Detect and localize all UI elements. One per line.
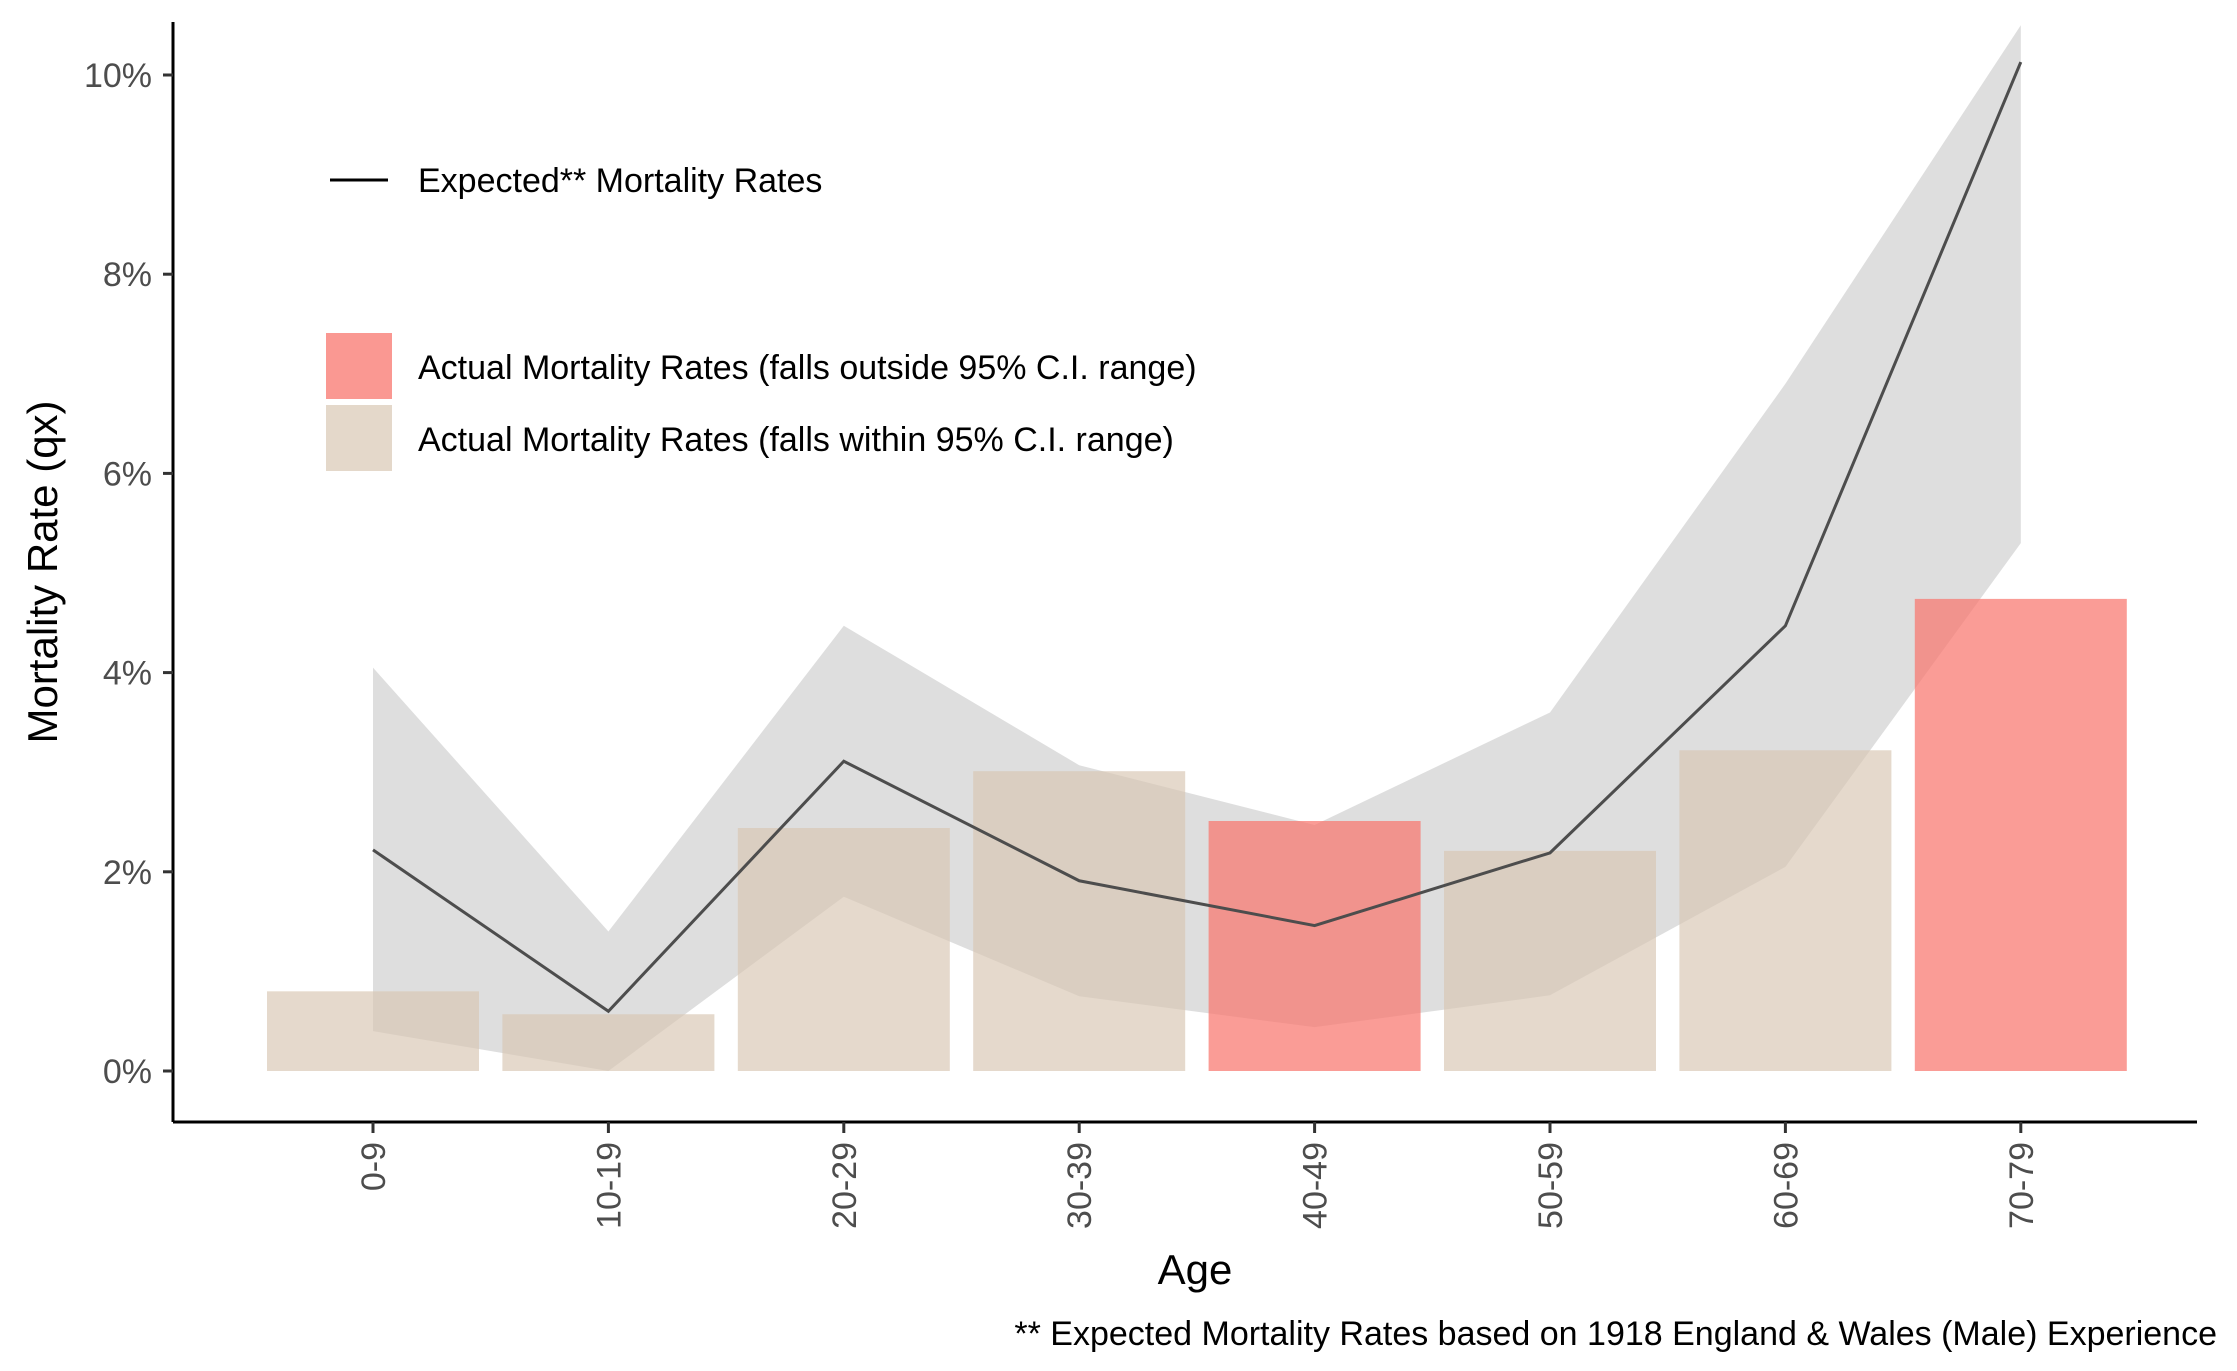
x-tick-label-0-9: 0-9 xyxy=(355,1142,393,1191)
y-ticks: 0% 2% 4% 6% 8% 10% xyxy=(84,57,173,1091)
ci-ribbon xyxy=(373,25,2021,1072)
bar-0-9 xyxy=(267,991,479,1071)
bar-50-59 xyxy=(1444,850,1656,1071)
bar-70-79 xyxy=(1914,598,2127,1071)
legend-key-within xyxy=(326,405,392,471)
bar-20-29 xyxy=(737,827,950,1071)
legend-label-outside: Actual Mortality Rates (falls outside 95… xyxy=(418,349,1197,387)
expected-line xyxy=(372,61,2023,1014)
y-tick-label-8: 8% xyxy=(103,256,152,294)
x-tick-label-50-59: 50-59 xyxy=(1532,1142,1570,1229)
bars xyxy=(267,598,2127,1071)
bar-10-19 xyxy=(502,1014,715,1071)
bar-60-69 xyxy=(1679,750,1892,1071)
y-tick-label-2: 2% xyxy=(103,854,152,892)
y-tick-label-0: 0% xyxy=(103,1053,152,1091)
x-tick-label-70-79: 70-79 xyxy=(2003,1142,2041,1229)
y-tick-label-6: 6% xyxy=(103,455,152,493)
confidence-interval-ribbon xyxy=(373,25,2021,1072)
x-axis-title: Age xyxy=(1158,1246,1233,1293)
legend-label-within: Actual Mortality Rates (falls within 95%… xyxy=(418,421,1174,459)
legend-key-outside xyxy=(326,333,392,399)
expected-line-group xyxy=(372,61,2023,1014)
x-tick-label-60-69: 60-69 xyxy=(1767,1142,1805,1229)
x-tick-label-10-19: 10-19 xyxy=(590,1142,628,1229)
axes xyxy=(171,22,2197,1124)
x-tick-label-30-39: 30-39 xyxy=(1061,1142,1099,1229)
x-tick-label-40-49: 40-49 xyxy=(1297,1142,1335,1229)
legend-label-expected: Expected** Mortality Rates xyxy=(418,162,822,200)
x-ticks: 0-9 10-19 20-29 30-39 40-49 50-59 60-69 70-79 xyxy=(355,1122,2041,1229)
bar-30-39 xyxy=(973,771,1186,1071)
x-tick-label-20-29: 20-29 xyxy=(826,1142,864,1229)
y-tick-label-4: 4% xyxy=(103,655,152,693)
y-tick-label-10: 10% xyxy=(84,57,152,95)
y-axis-title: Mortality Rate (qx) xyxy=(19,400,66,743)
caption: ** Expected Mortality Rates based on 191… xyxy=(1014,1315,2217,1353)
legend: Expected** Mortality Rates Actual Mortal… xyxy=(326,162,1197,471)
bar-40-49 xyxy=(1208,821,1421,1071)
